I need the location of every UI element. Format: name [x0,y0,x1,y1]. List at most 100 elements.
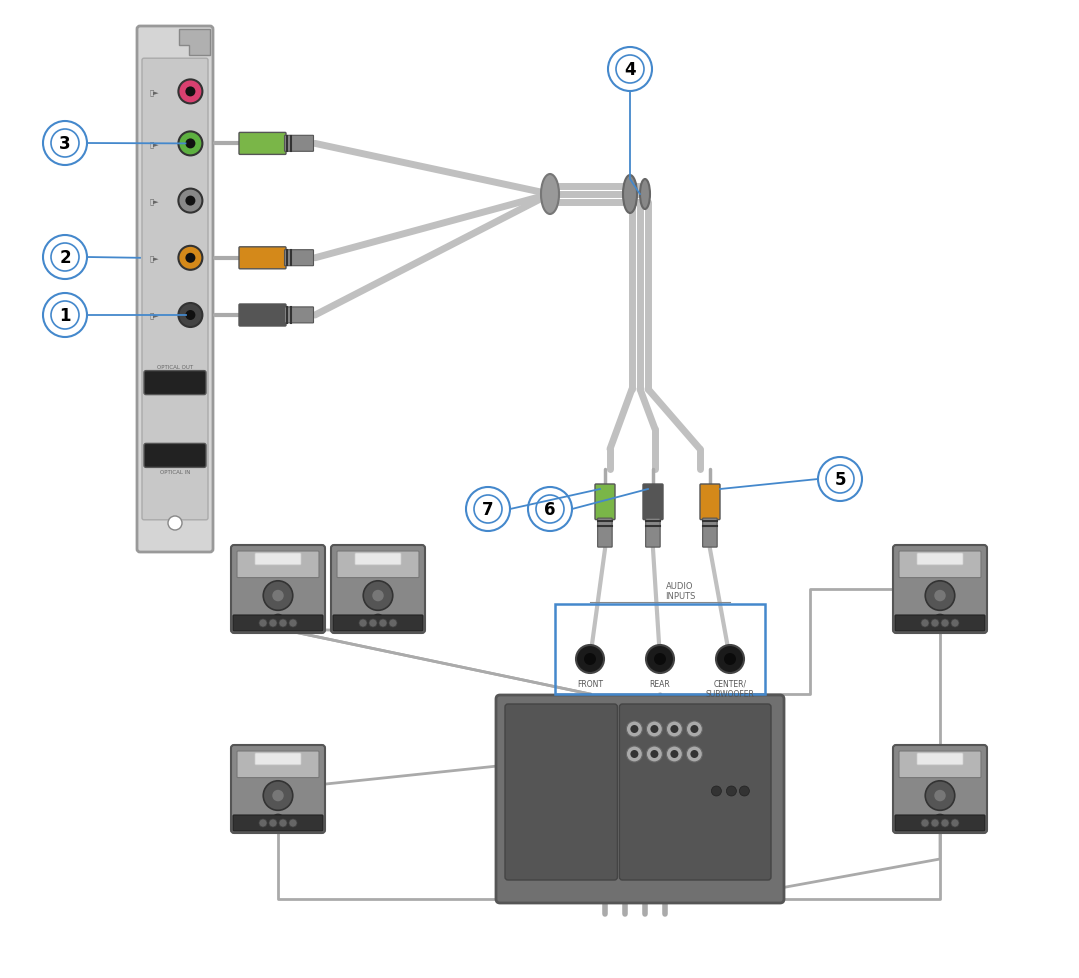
Circle shape [921,619,929,627]
FancyBboxPatch shape [917,753,962,765]
Circle shape [951,820,959,827]
Circle shape [178,304,203,328]
Circle shape [186,87,195,97]
FancyBboxPatch shape [899,751,981,778]
FancyBboxPatch shape [893,745,987,833]
Circle shape [372,614,384,627]
Circle shape [259,820,267,827]
Circle shape [259,619,267,627]
FancyBboxPatch shape [619,704,771,880]
FancyBboxPatch shape [285,250,314,266]
Text: 3: 3 [59,135,71,153]
Text: ⬥►: ⬥► [149,312,159,319]
Circle shape [934,590,945,601]
Circle shape [269,820,277,827]
FancyBboxPatch shape [144,444,206,467]
FancyBboxPatch shape [337,552,419,578]
Circle shape [279,619,287,627]
Circle shape [667,746,682,762]
Polygon shape [178,30,210,56]
Bar [555,604,765,694]
Circle shape [272,590,284,601]
Circle shape [390,619,397,627]
FancyBboxPatch shape [893,546,987,634]
Text: ⬥►: ⬥► [149,89,159,96]
Circle shape [739,786,750,796]
FancyBboxPatch shape [645,518,660,548]
Text: FRONT: FRONT [577,680,603,689]
Circle shape [627,746,642,762]
FancyBboxPatch shape [231,546,325,634]
Circle shape [178,132,203,156]
Circle shape [630,726,639,734]
Text: ⬥►: ⬥► [149,199,159,204]
Circle shape [584,653,596,665]
Text: CENTER/
SUBWOOFER: CENTER/ SUBWOOFER [706,680,754,698]
Circle shape [576,645,604,673]
Circle shape [686,721,702,737]
Circle shape [186,139,195,150]
Circle shape [651,726,658,734]
Circle shape [272,815,284,826]
FancyBboxPatch shape [285,308,314,324]
FancyBboxPatch shape [237,552,319,578]
Circle shape [670,726,679,734]
Ellipse shape [640,180,650,210]
FancyBboxPatch shape [137,27,213,553]
Circle shape [646,645,674,673]
FancyBboxPatch shape [255,554,301,565]
Circle shape [272,614,284,627]
FancyBboxPatch shape [643,484,663,520]
FancyBboxPatch shape [285,136,314,153]
Circle shape [686,746,702,762]
FancyBboxPatch shape [496,695,784,903]
FancyBboxPatch shape [255,753,301,765]
FancyBboxPatch shape [595,484,615,520]
Text: REAR: REAR [650,680,670,689]
Circle shape [925,581,955,610]
Circle shape [941,619,950,627]
FancyBboxPatch shape [237,751,319,778]
FancyBboxPatch shape [240,133,286,156]
Circle shape [934,614,946,627]
Circle shape [941,820,950,827]
FancyBboxPatch shape [333,615,423,632]
FancyBboxPatch shape [231,745,325,833]
FancyBboxPatch shape [331,546,425,634]
Text: 6: 6 [544,501,556,518]
Circle shape [934,815,946,826]
Text: 7: 7 [482,501,494,518]
FancyBboxPatch shape [240,247,286,270]
Circle shape [711,786,722,796]
Circle shape [691,750,698,758]
FancyBboxPatch shape [894,615,985,632]
Circle shape [263,781,292,811]
Ellipse shape [623,176,637,214]
Circle shape [691,726,698,734]
FancyBboxPatch shape [505,704,617,880]
Circle shape [931,619,939,627]
Circle shape [272,790,284,802]
Text: OPTICAL OUT: OPTICAL OUT [156,364,193,370]
Circle shape [289,619,297,627]
Circle shape [651,750,658,758]
FancyBboxPatch shape [702,518,718,548]
Text: ⬥►: ⬥► [149,141,159,148]
Text: OPTICAL IN: OPTICAL IN [160,469,190,475]
Text: 4: 4 [624,61,636,79]
Circle shape [646,746,663,762]
Circle shape [646,721,663,737]
Circle shape [359,619,367,627]
FancyBboxPatch shape [899,552,981,578]
Circle shape [178,190,203,213]
Circle shape [931,820,939,827]
Ellipse shape [541,175,559,215]
Text: 1: 1 [59,307,71,325]
FancyBboxPatch shape [700,484,720,520]
Circle shape [168,516,182,530]
Circle shape [627,721,642,737]
FancyBboxPatch shape [917,554,962,565]
Circle shape [667,721,682,737]
Circle shape [269,619,277,627]
Circle shape [654,653,666,665]
